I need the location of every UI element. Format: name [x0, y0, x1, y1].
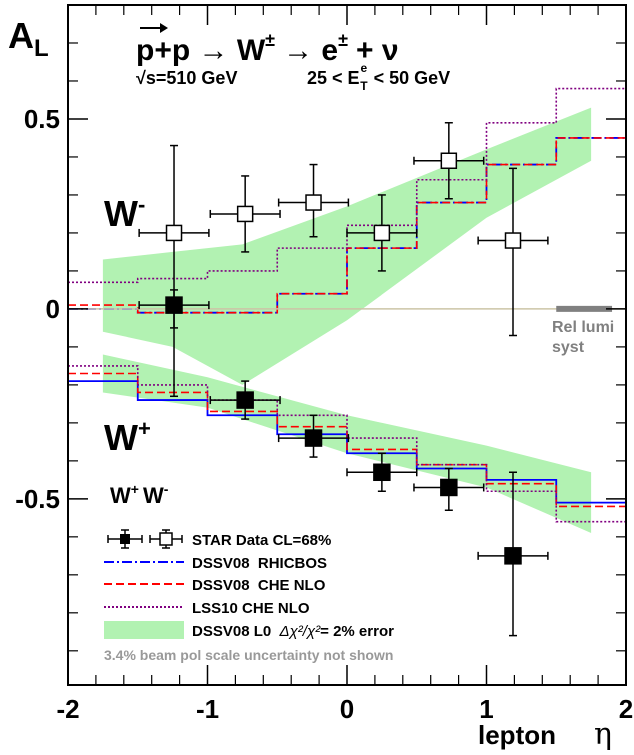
filled-square-marker — [304, 429, 323, 447]
w-minus-data-point — [477, 167, 549, 337]
legend-label-rhicbos: DSSV08 RHICBOS — [192, 555, 327, 572]
y-axis-label: AL — [8, 15, 49, 62]
w-minus-label: W- — [104, 192, 145, 234]
open-square-marker — [165, 224, 183, 242]
filled-square-marker — [504, 547, 522, 565]
x-tick-label: 1 — [479, 694, 493, 724]
title-reaction: p+p → W± → e± + ν — [136, 30, 399, 67]
legend-markers — [107, 529, 183, 549]
x-axis-label-eta: η — [594, 717, 612, 752]
w-minus-data-point — [413, 122, 485, 200]
subtitle-sqrt-s: √s=510 GeV — [136, 68, 237, 88]
filled-square-marker — [373, 463, 391, 482]
x-axis-label: lepton η — [478, 717, 612, 752]
w-plus-data-point — [346, 452, 418, 493]
w-plus-data-point — [209, 380, 281, 420]
plot-frame — [67, 4, 627, 686]
open-square-marker — [440, 152, 458, 170]
w-plus-data-point — [413, 467, 485, 512]
y-tick-label: -0.5 — [15, 484, 60, 514]
legend-label-star: STAR Data CL=68% — [192, 532, 331, 549]
filled-square-marker — [440, 478, 458, 497]
subtitle-et-cut: 25 < Ee T < 50 GeV — [307, 61, 450, 93]
legend-header: W+ W- — [110, 481, 169, 508]
x-tick-label: -2 — [56, 694, 79, 724]
legend-label-che-nlo: DSSV08 CHE NLO — [192, 577, 326, 594]
axis-tick-labels: -2 -1 0 1 2 -0.5 0 0.5 — [15, 104, 633, 724]
star-data-points — [138, 122, 549, 637]
w-minus-data-point — [277, 163, 350, 238]
x-tick-label: -1 — [196, 694, 219, 724]
open-square-marker — [305, 194, 322, 211]
open-square-marker — [373, 224, 391, 242]
x-axis-label-text: lepton — [478, 720, 556, 750]
open-square-marker — [504, 232, 522, 249]
legend-label-band: DSSV08 L0 Δχ²/χ²= 2% error — [192, 623, 394, 640]
vector-arrow-head — [160, 23, 168, 33]
w-minus-data-point — [346, 194, 418, 272]
rel-lumi-syst-label: syst — [552, 339, 585, 356]
y-tick-label: 0.5 — [24, 104, 60, 134]
open-square-marker — [236, 205, 254, 223]
filled-square-marker — [236, 391, 254, 409]
chart-title: p+p → W± → e± + ν — [136, 23, 399, 67]
w-minus-data-point — [209, 175, 281, 253]
legend-label-lss10: LSS10 CHE NLO — [192, 600, 310, 617]
w-plus-data-point — [277, 414, 350, 458]
rel-lumi-label: Rel lumi — [552, 319, 614, 336]
band-w-minus — [102, 107, 592, 385]
x-tick-label: 2 — [619, 694, 633, 724]
x-tick-label: 0 — [340, 694, 354, 724]
legend: W+ W- STAR Data CL=68% DSSV08 RHICBOS DSS… — [104, 481, 394, 663]
legend-swatch-band — [104, 621, 184, 639]
y-tick-label: 0 — [46, 294, 60, 324]
w-plus-label: W+ — [104, 416, 151, 458]
w-minus-data-point — [138, 144, 210, 398]
axis-ticks — [67, 5, 627, 685]
w-plus-data-point — [477, 471, 549, 637]
beam-pol-note: 3.4% beam pol scale uncertainty not show… — [104, 647, 393, 663]
